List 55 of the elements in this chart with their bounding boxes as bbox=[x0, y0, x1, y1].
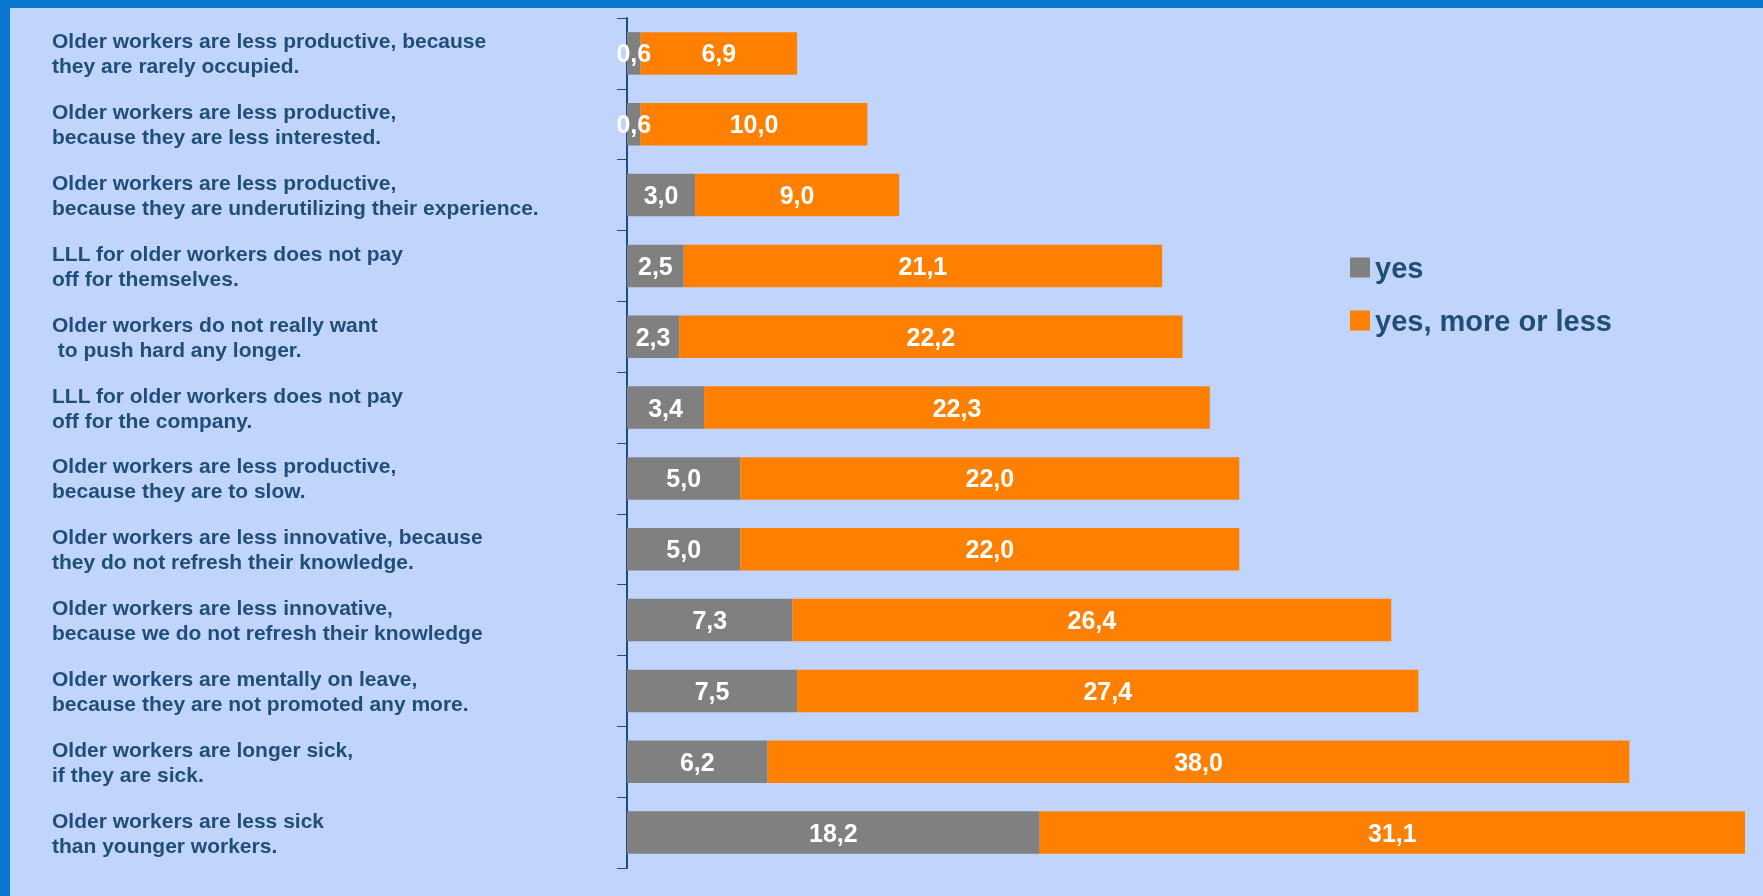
data-label: 38,0 bbox=[1174, 747, 1223, 776]
bar bbox=[627, 457, 741, 500]
data-label: 21,1 bbox=[898, 251, 948, 280]
data-label: 22,3 bbox=[932, 393, 982, 422]
y-tick-label: Older workers are longer sick, if they are sick. bbox=[52, 737, 354, 786]
data-label: 7,5 bbox=[694, 676, 730, 705]
y-tick-label: LLL for older workers does not pay off for the company. bbox=[52, 383, 404, 432]
y-tick-label: Older workers are less productive, because they are underutilizing their experience. bbox=[52, 171, 539, 220]
bar bbox=[740, 528, 1240, 571]
data-label: 0,6 bbox=[616, 110, 652, 139]
bar bbox=[627, 811, 1040, 854]
bar bbox=[627, 740, 768, 783]
data-label: 31,1 bbox=[1368, 818, 1417, 847]
bar bbox=[627, 669, 798, 713]
data-label: 6,2 bbox=[679, 747, 715, 776]
data-label: 10,0 bbox=[729, 110, 779, 139]
y-tick-label: Older workers do not really want to push hard any longer. bbox=[52, 312, 378, 361]
bar bbox=[767, 740, 1630, 783]
data-label: 0,6 bbox=[616, 39, 652, 68]
y-tick-label: Older workers are less innovative, because they do not refresh their knowledge. bbox=[52, 525, 483, 574]
data-label: 26,4 bbox=[1067, 606, 1117, 635]
legend-label: yes bbox=[1375, 251, 1424, 284]
data-label: 22,0 bbox=[965, 464, 1015, 493]
bar bbox=[627, 386, 705, 429]
data-label: 2,5 bbox=[637, 251, 673, 280]
bar bbox=[695, 173, 900, 217]
bar bbox=[740, 457, 1240, 500]
data-label: 5,0 bbox=[666, 535, 702, 564]
data-label: 6,9 bbox=[701, 39, 737, 68]
data-label: 22,0 bbox=[965, 535, 1015, 564]
bar bbox=[683, 244, 1163, 288]
bar bbox=[679, 315, 1183, 358]
data-label: 27,4 bbox=[1083, 676, 1133, 705]
y-tick-label: Older workers are less productive, because they are less interested. bbox=[52, 100, 397, 149]
data-label: 18,2 bbox=[809, 818, 858, 847]
data-label: 9,0 bbox=[779, 181, 815, 210]
bar bbox=[627, 528, 741, 571]
y-tick-label: LLL for older workers does not pay off for themselves. bbox=[52, 241, 404, 290]
data-label: 7,3 bbox=[692, 606, 728, 635]
data-label: 2,3 bbox=[635, 322, 671, 351]
y-tick-label: Older workers are less productive, because they are rarely occupied. bbox=[52, 29, 487, 78]
y-tick-label: Older workers are less productive, because they are to slow. bbox=[52, 454, 397, 503]
y-tick-label: Older workers are less innovative, because we do not refresh their knowledge bbox=[52, 596, 483, 645]
data-label: 5,0 bbox=[666, 464, 702, 493]
bar bbox=[797, 669, 1419, 713]
bar bbox=[704, 386, 1210, 429]
data-label: 3,0 bbox=[643, 181, 679, 210]
y-tick-label: Older workers are less sick than younger workers. bbox=[52, 808, 325, 857]
legend-label: yes, more or less bbox=[1375, 304, 1612, 337]
data-label: 3,4 bbox=[648, 393, 684, 422]
data-label: 22,2 bbox=[906, 322, 956, 351]
bar bbox=[1039, 811, 1745, 854]
bar bbox=[627, 598, 793, 642]
bar bbox=[792, 598, 1392, 642]
y-tick-label: Older workers are mentally on leave, because they are not promoted any more. bbox=[52, 666, 469, 715]
